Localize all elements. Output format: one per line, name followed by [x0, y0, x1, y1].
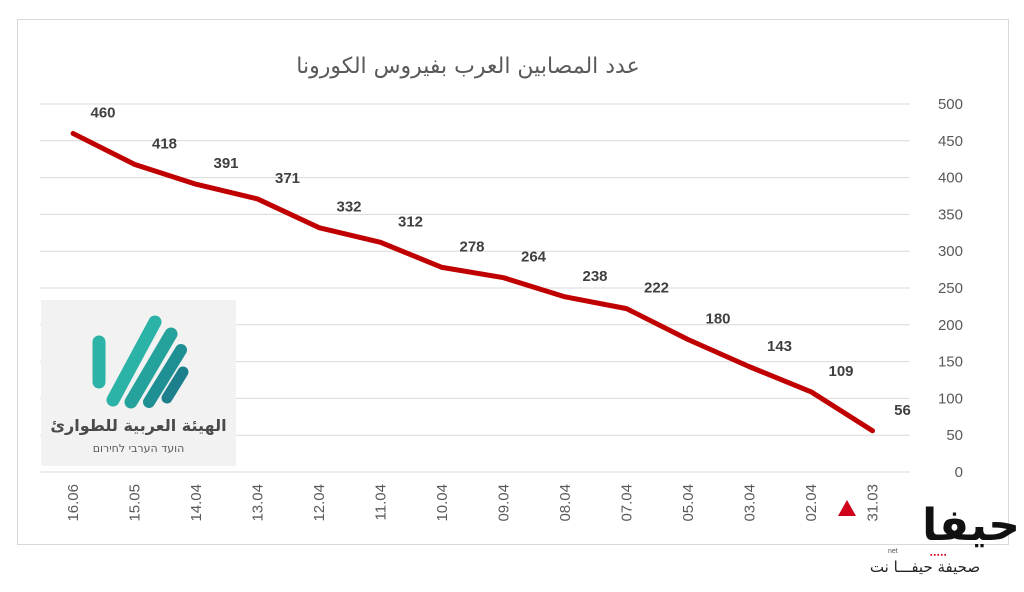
chart-title: عدد المصابين العرب بفيروس الكورونا: [296, 54, 639, 79]
data-labels: 460 418 391 371 332 312 278 264 238 222 180 143 109 5…: [90, 104, 910, 418]
x-tick-label: 13.04: [250, 484, 267, 522]
brand-net-label: net: [888, 548, 898, 555]
brand-red-accent-icon: [838, 500, 856, 516]
y-tick-label: 300: [938, 243, 963, 260]
x-tick-label: 31.03: [865, 484, 882, 522]
data-label: 332: [336, 199, 361, 216]
x-tick-label: 16.06: [65, 484, 82, 522]
organization-logo-panel: الهيئة العربية للطوارئ הועד הערבי לחירום: [41, 300, 236, 466]
data-label: 278: [459, 238, 484, 255]
x-tick-label: 12.04: [311, 484, 328, 522]
y-tick-label: 100: [938, 390, 963, 407]
x-tick-label: 11.04: [373, 484, 390, 520]
x-tick-label: 03.04: [742, 484, 759, 522]
data-label: 56: [894, 402, 911, 419]
brand-tagline: صحيفة حيفـــا نت: [869, 558, 981, 576]
x-tick-label: 14.04: [188, 484, 205, 522]
brand-logo-text: حيفا: [922, 500, 1020, 551]
data-label: 264: [521, 249, 547, 266]
y-tick-label: 50: [946, 427, 963, 444]
y-tick-label: 400: [938, 170, 963, 187]
data-label: 109: [828, 363, 853, 380]
x-tick-label: 09.04: [496, 484, 513, 522]
data-label: 312: [398, 213, 423, 230]
y-tick-label: 250: [938, 280, 963, 297]
x-tick-label: 05.04: [680, 484, 697, 522]
data-label: 391: [213, 155, 238, 172]
data-label: 238: [582, 268, 607, 285]
diagonal-stripes-check-icon: [92, 315, 189, 409]
y-axis-ticks: 0 50 100 150 200 250 300 350 400 450 500: [938, 96, 963, 481]
data-label: 371: [275, 170, 300, 187]
x-tick-label: 10.04: [434, 484, 451, 522]
data-label: 180: [705, 311, 730, 328]
organization-name-arabic: الهيئة العربية للطوارئ: [50, 416, 227, 435]
x-tick-label: 02.04: [803, 484, 820, 522]
data-label: 222: [644, 280, 669, 297]
data-label: 143: [767, 338, 792, 355]
data-label: 418: [152, 135, 177, 152]
y-tick-label: 150: [938, 354, 963, 371]
x-axis-ticks: 16.06 15.05 14.04 13.04 12.04 11.04 10.04 09.04…: [65, 484, 882, 522]
y-tick-label: 350: [938, 206, 963, 223]
y-tick-label: 200: [938, 317, 963, 334]
y-tick-label: 0: [955, 464, 963, 481]
brand-red-dots: ▪▪▪▪▪: [930, 552, 948, 559]
x-tick-label: 07.04: [619, 484, 636, 522]
organization-name-hebrew: הועד הערבי לחירום: [92, 442, 185, 455]
data-label: 460: [90, 104, 115, 121]
x-tick-label: 08.04: [557, 484, 574, 522]
series-line: [70, 130, 875, 434]
haifa-net-brand-logo: حيفا ▪▪▪▪▪ net صحيفة حيفـــا نت: [830, 498, 1020, 588]
y-tick-label: 500: [938, 96, 963, 113]
y-tick-label: 450: [938, 133, 963, 150]
x-tick-label: 15.05: [127, 484, 144, 522]
gridlines: [40, 103, 910, 473]
